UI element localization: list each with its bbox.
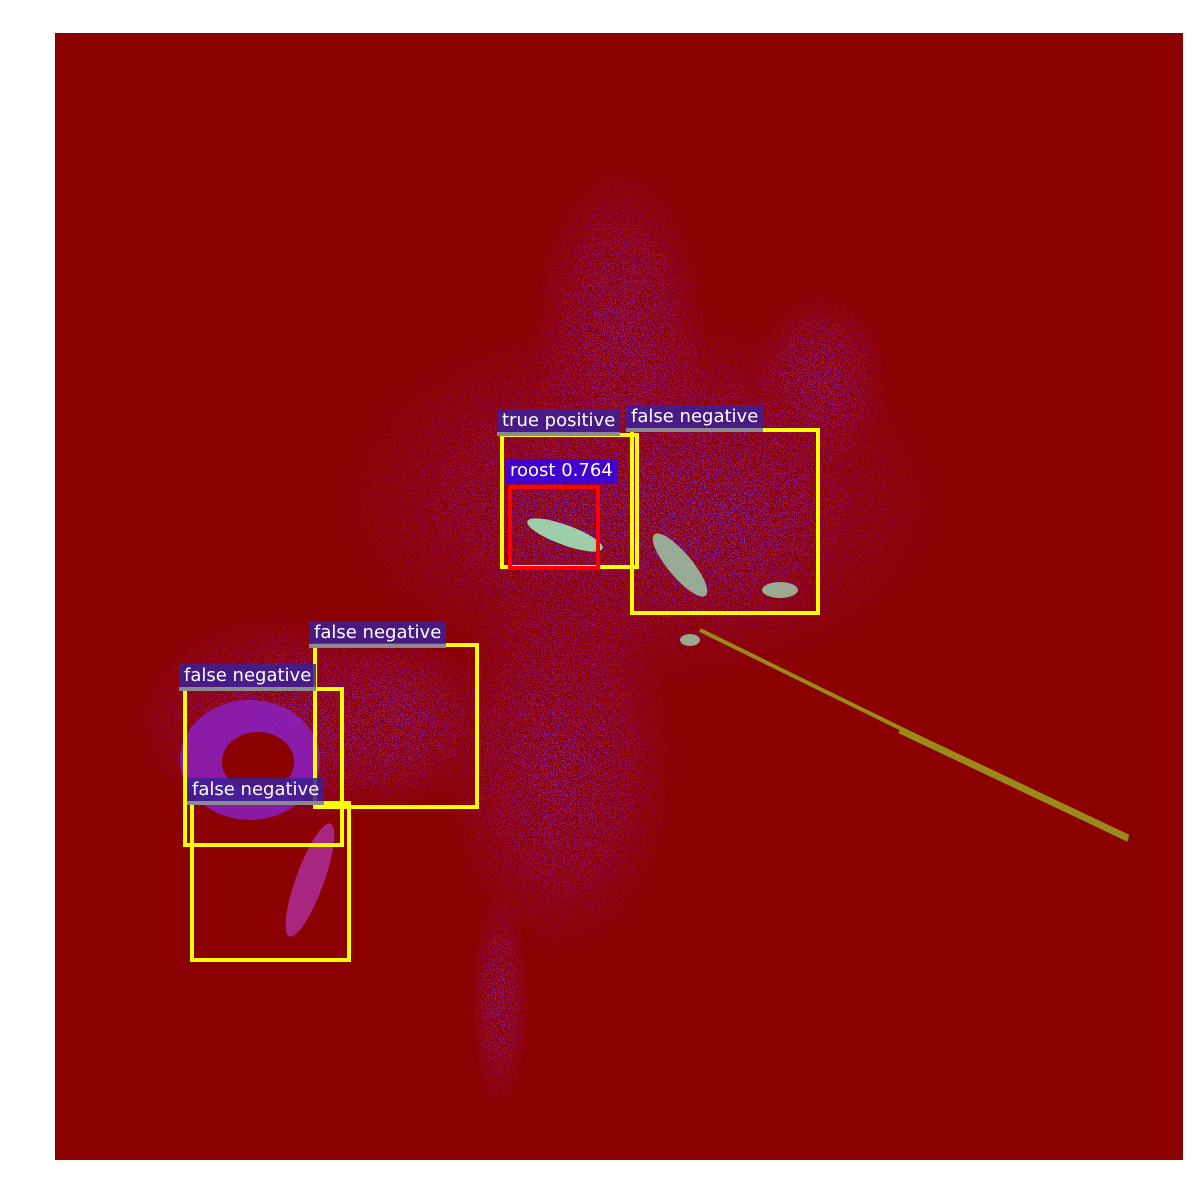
- label-false-negative-3: false negative: [179, 664, 317, 691]
- label-false-negative-4: false negative: [187, 778, 325, 805]
- label-detection-roost: roost 0.764: [505, 459, 618, 484]
- bbox-detection: [508, 485, 600, 570]
- label-false-negative-2: false negative: [309, 621, 447, 648]
- label-false-negative-1: false negative: [626, 405, 764, 432]
- interference-streak: [699, 628, 1130, 842]
- label-true-positive: true positive: [497, 409, 621, 436]
